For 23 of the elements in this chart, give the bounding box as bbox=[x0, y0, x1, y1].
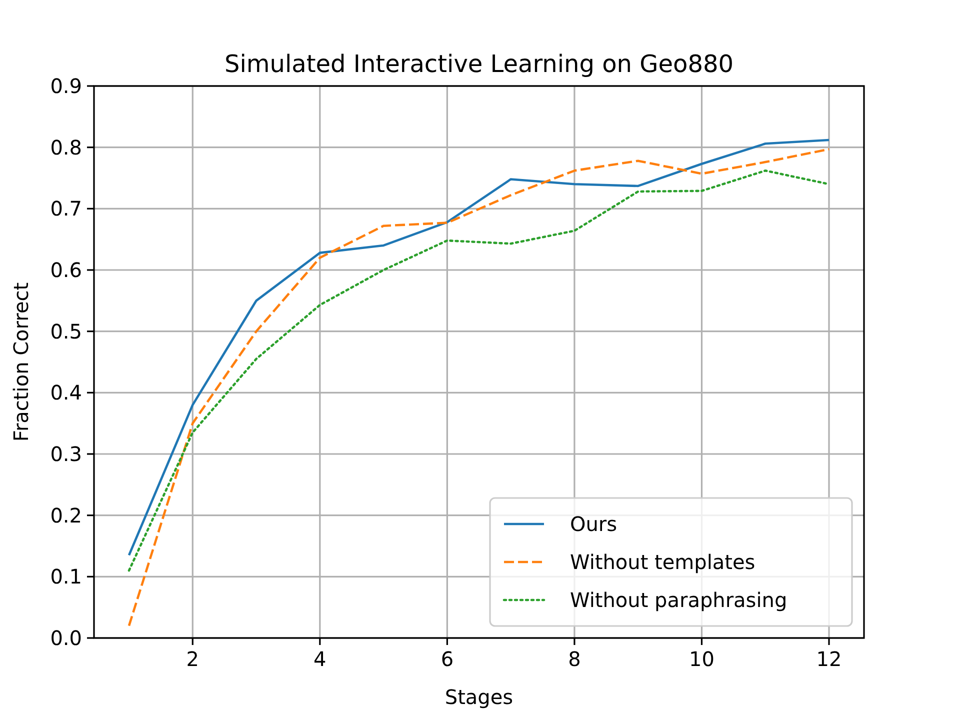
y-tick-label: 0.3 bbox=[50, 442, 82, 466]
x-tick-label: 4 bbox=[314, 647, 326, 671]
x-tick-label: 12 bbox=[816, 647, 842, 671]
legend-label: Ours bbox=[570, 512, 618, 536]
legend-label: Without templates bbox=[570, 550, 756, 574]
line-series bbox=[128, 148, 830, 627]
x-tick-label: 2 bbox=[186, 647, 200, 671]
x-tick-label: 6 bbox=[440, 647, 454, 671]
y-tick-label: 0.9 bbox=[50, 74, 82, 98]
y-tick-label: 0.0 bbox=[50, 626, 82, 650]
y-axis-title: Fraction Correct bbox=[9, 282, 33, 442]
x-tick-label: 8 bbox=[568, 647, 581, 671]
y-tick-label: 0.4 bbox=[50, 380, 82, 405]
legend-label: Without paraphrasing bbox=[570, 588, 788, 612]
x-tick-label: 10 bbox=[689, 647, 714, 671]
y-tick-label: 0.5 bbox=[50, 319, 82, 344]
y-tick-label: 0.7 bbox=[50, 196, 82, 221]
y-tick-label: 0.2 bbox=[50, 503, 82, 528]
y-tick-label: 0.8 bbox=[50, 135, 82, 160]
y-tick-label: 0.6 bbox=[50, 258, 82, 282]
y-tick-label: 0.1 bbox=[50, 564, 82, 589]
chart-title: Simulated Interactive Learning on Geo880 bbox=[224, 50, 734, 78]
x-axis-title: Stages bbox=[444, 685, 514, 709]
